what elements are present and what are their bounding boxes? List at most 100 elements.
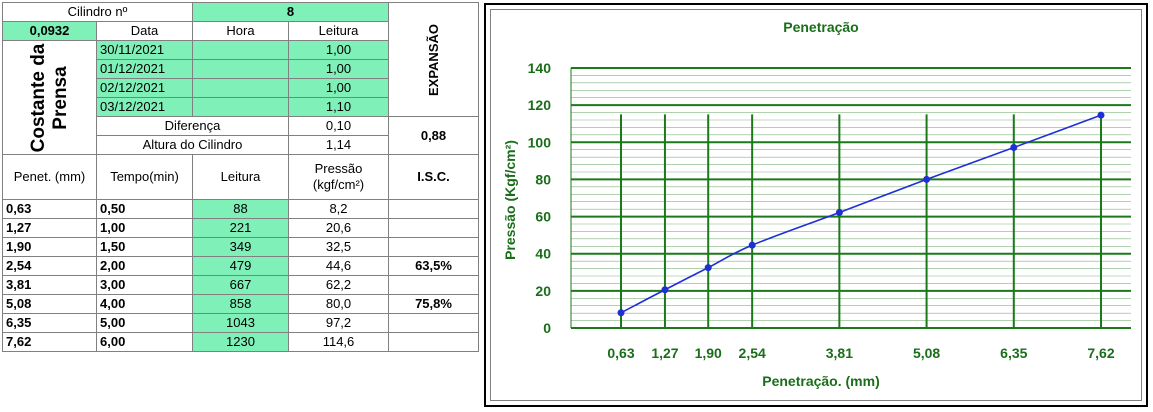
row-leitura: 88 — [192, 199, 289, 219]
reading-leitura: 1,00 — [288, 40, 389, 60]
x-tick-label: 5,08 — [913, 345, 940, 361]
row-pressao: 20,6 — [288, 218, 389, 238]
y-tick-label: 40 — [535, 246, 551, 262]
row-isc: 75,8% — [388, 294, 479, 314]
x-tick-label: 1,27 — [651, 345, 678, 361]
col-data-header: Data — [96, 21, 193, 41]
reading-data: 02/12/2021 — [96, 78, 193, 98]
cilindro-label: Cilindro nº — [2, 2, 193, 22]
expansao-label-cell: EXPANSÃO — [388, 2, 479, 117]
row-pressao: 62,2 — [288, 275, 389, 295]
row-pressao: 32,5 — [288, 237, 389, 257]
reading-data: 01/12/2021 — [96, 59, 193, 79]
reading-data: 30/11/2021 — [96, 40, 193, 60]
y-tick-label: 20 — [535, 283, 551, 299]
row-leitura: 1043 — [192, 313, 289, 333]
row-penet: 1,90 — [2, 237, 97, 257]
row-isc: 63,5% — [388, 256, 479, 276]
y-tick-label: 80 — [535, 171, 551, 187]
chart-x-axis-label: Penetração. (mm) — [762, 373, 879, 389]
chart-ticks: 0 20 40 60 80 100 120 140 0,63 1,27 1,90 2,54 3,81 5,… — [528, 60, 1115, 361]
row-penet: 7,62 — [2, 332, 97, 352]
chart-frame: Penetração Penetração. (mm) Pressão (Kgf… — [484, 3, 1148, 407]
row-penet: 1,27 — [2, 218, 97, 238]
row-penet: 3,81 — [2, 275, 97, 295]
reading-hora — [192, 59, 289, 79]
altura-value: 1,14 — [288, 135, 389, 155]
row-penet: 0,63 — [2, 199, 97, 219]
cbr-data-table: Cilindro nº 8 EXPANSÃO 0,0932 Data Hora … — [2, 2, 479, 352]
reading-data: 03/12/2021 — [96, 97, 193, 117]
col-hora-header: Hora — [192, 21, 289, 41]
row-pressao: 44,6 — [288, 256, 389, 276]
expansao-value: 0,88 — [388, 116, 479, 155]
diferenca-value: 0,10 — [288, 116, 389, 136]
row-tempo: 1,50 — [96, 237, 193, 257]
row-isc — [388, 237, 479, 257]
row-leitura: 1230 — [192, 332, 289, 352]
isc-header: I.S.C. — [388, 154, 479, 200]
reading-hora — [192, 40, 289, 60]
chart-title: Penetração — [783, 19, 858, 35]
row-tempo: 5,00 — [96, 313, 193, 333]
reading-leitura: 1,00 — [288, 78, 389, 98]
data-point — [923, 175, 931, 183]
penetration-chart: Penetração Penetração. (mm) Pressão (Kgf… — [502, 19, 1131, 389]
expansao-label: EXPANSÃO — [425, 23, 441, 96]
penet-header: Penet. (mm) — [2, 154, 97, 200]
leitura-header: Leitura — [192, 154, 289, 200]
row-pressao: 97,2 — [288, 313, 389, 333]
diferenca-label: Diferença — [96, 116, 289, 136]
row-penet: 2,54 — [2, 256, 97, 276]
constante-value: 0,0932 — [2, 21, 97, 41]
reading-hora — [192, 97, 289, 117]
row-isc — [388, 218, 479, 238]
row-penet: 5,08 — [2, 294, 97, 314]
row-isc — [388, 313, 479, 333]
data-point — [835, 208, 843, 216]
constante-label-cell: Costante da Prensa — [2, 40, 97, 155]
row-tempo: 1,00 — [96, 218, 193, 238]
x-tick-label: 3,81 — [826, 345, 853, 361]
reading-hora — [192, 78, 289, 98]
data-point — [704, 264, 712, 272]
data-point — [1010, 143, 1018, 151]
x-tick-label: 1,90 — [695, 345, 722, 361]
tempo-header: Tempo(min) — [96, 154, 193, 200]
data-point — [748, 241, 756, 249]
row-isc — [388, 332, 479, 352]
chart-y-axis-label: Pressão (Kgf/cm²) — [502, 140, 518, 260]
pressao-header: Pressão (kgf/cm²) — [288, 154, 389, 200]
x-tick-label: 7,62 — [1087, 345, 1114, 361]
constante-label: Costante da Prensa — [27, 43, 71, 152]
cilindro-value: 8 — [192, 2, 389, 22]
altura-label: Altura do Cilindro — [96, 135, 289, 155]
y-tick-label: 0 — [543, 320, 551, 336]
chart-series — [617, 111, 1105, 317]
data-point — [1097, 111, 1105, 119]
row-tempo: 3,00 — [96, 275, 193, 295]
row-pressao: 80,0 — [288, 294, 389, 314]
row-isc — [388, 275, 479, 295]
col-leitura-header: Leitura — [288, 21, 389, 41]
reading-leitura: 1,10 — [288, 97, 389, 117]
data-point — [617, 309, 625, 317]
row-leitura: 858 — [192, 294, 289, 314]
row-tempo: 6,00 — [96, 332, 193, 352]
x-tick-label: 0,63 — [607, 345, 634, 361]
reading-leitura: 1,00 — [288, 59, 389, 79]
row-pressao: 8,2 — [288, 199, 389, 219]
row-leitura: 479 — [192, 256, 289, 276]
row-tempo: 4,00 — [96, 294, 193, 314]
chart-grid — [570, 67, 1131, 329]
row-leitura: 349 — [192, 237, 289, 257]
row-leitura: 221 — [192, 218, 289, 238]
x-tick-label: 6,35 — [1000, 345, 1027, 361]
x-tick-label: 2,54 — [739, 345, 766, 361]
row-pressao: 114,6 — [288, 332, 389, 352]
y-tick-label: 140 — [528, 60, 552, 76]
row-penet: 6,35 — [2, 313, 97, 333]
y-tick-label: 120 — [528, 97, 552, 113]
row-tempo: 2,00 — [96, 256, 193, 276]
